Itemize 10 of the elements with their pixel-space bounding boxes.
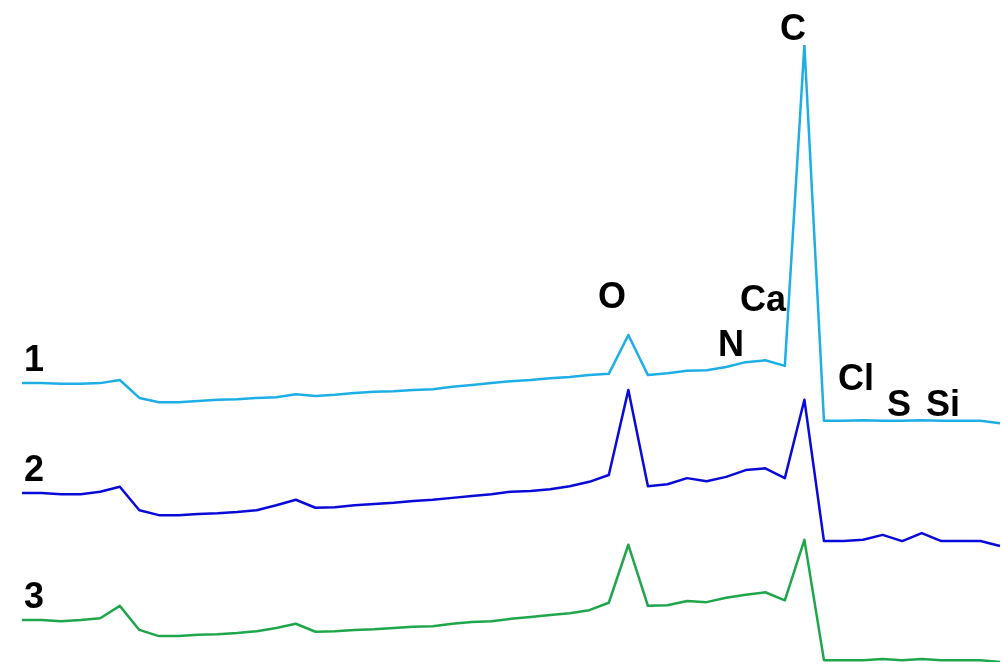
annotation: Si: [925, 382, 961, 424]
series-label: 1: [24, 338, 45, 380]
annotation: N: [718, 322, 744, 364]
annotation: Ca: [739, 277, 787, 319]
series-label: 2: [24, 447, 45, 489]
series-label: 3: [24, 574, 45, 616]
annotation: C: [780, 6, 806, 48]
annotation: S: [886, 382, 912, 424]
annotation: O: [597, 274, 627, 316]
annotation: Cl: [838, 356, 874, 398]
